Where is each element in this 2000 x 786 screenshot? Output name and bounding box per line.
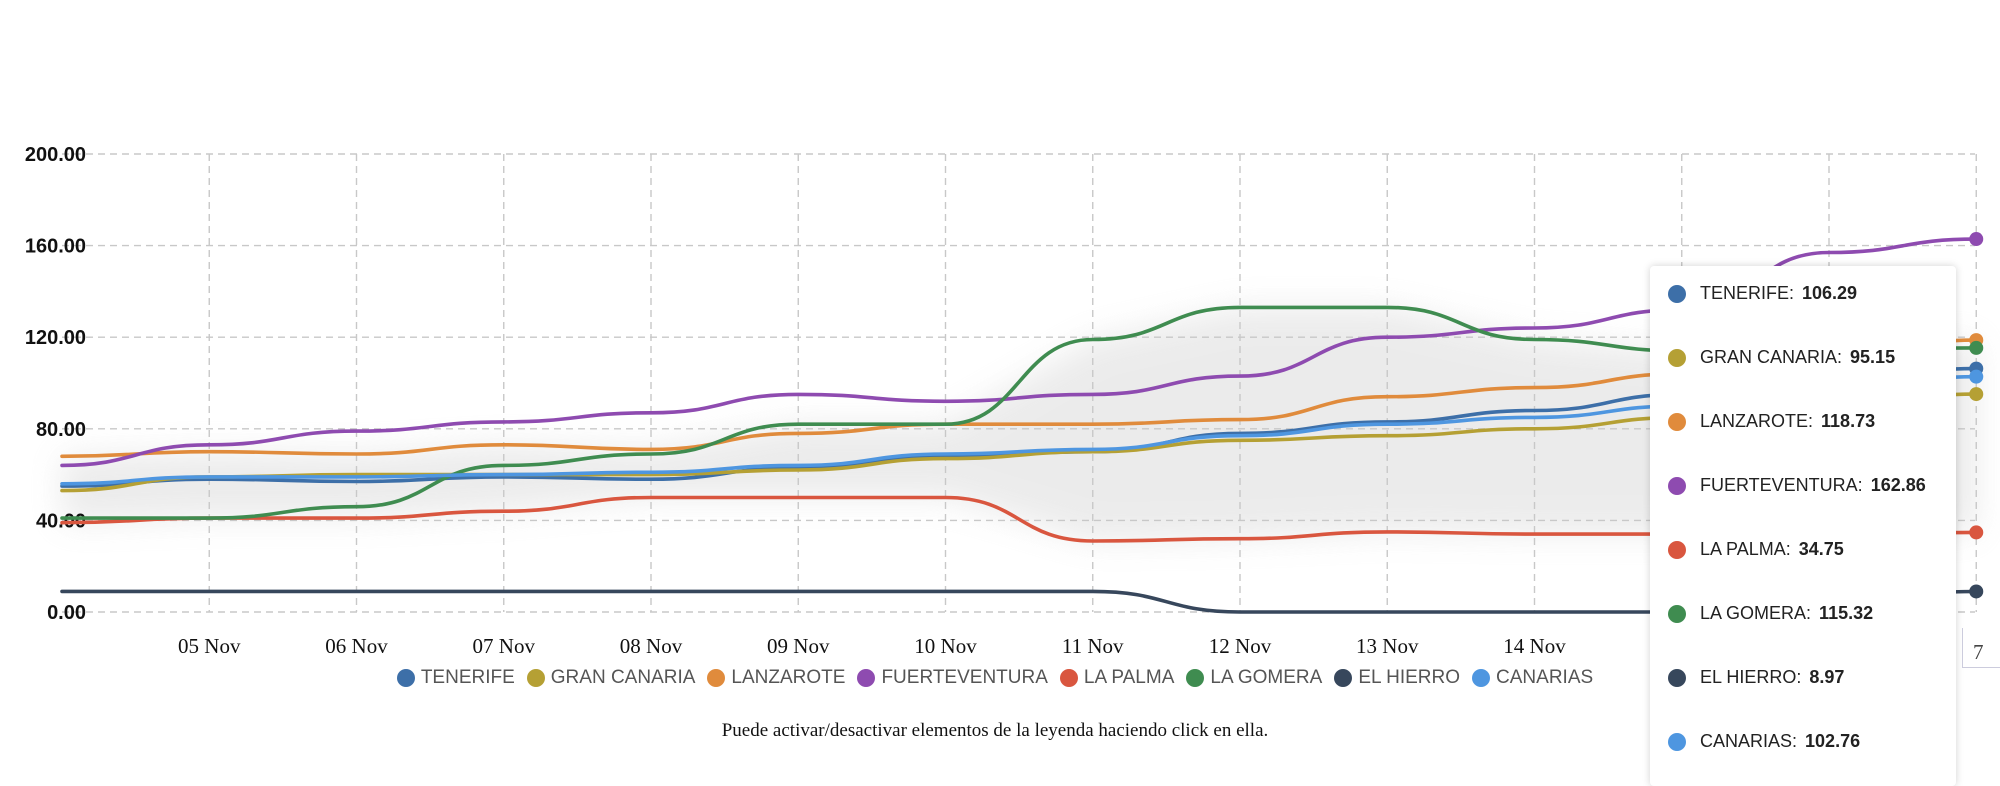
tooltip-swatch xyxy=(1668,412,1686,431)
tooltip-swatch xyxy=(1668,476,1686,495)
tooltip-value: 34.75 xyxy=(1798,539,1844,559)
tooltip-series-name: FUERTEVENTURA: xyxy=(1700,475,1863,495)
tooltip-swatch xyxy=(1668,604,1686,623)
y-tick-label: 80.00 xyxy=(36,419,86,441)
tooltip-value: 8.97 xyxy=(1809,667,1845,687)
tooltip-row: LA PALMA: 34.75 xyxy=(1668,539,1844,560)
legend-item-canarias[interactable]: CANARIAS xyxy=(1472,667,1593,689)
legend-label: LA GOMERA xyxy=(1210,667,1323,688)
tooltip-row: TENERIFE: 106.29 xyxy=(1668,283,1857,304)
tooltip-swatch xyxy=(1668,668,1686,687)
tooltip-value: 95.15 xyxy=(1850,347,1896,367)
y-tick-label: 0.00 xyxy=(47,602,86,624)
tooltip-swatch xyxy=(1668,348,1686,367)
tooltip-series-name: LA GOMERA: xyxy=(1700,603,1812,623)
x-tick-label: 07 Nov xyxy=(473,634,536,658)
x-tick-label: 05 Nov xyxy=(178,634,241,658)
series-marker-la-palma xyxy=(1969,525,1984,540)
legend-hint-caption: Puede activar/desactivar elementos de la… xyxy=(721,720,1269,741)
legend-label: LANZAROTE xyxy=(731,667,846,688)
legend-swatch xyxy=(857,669,876,687)
series-line-la-gomera xyxy=(60,305,1979,520)
x-tick-label: 11 Nov xyxy=(1062,634,1124,658)
tooltip-series-name: LANZAROTE: xyxy=(1700,411,1814,431)
chart-legend: TENERIFE GRAN CANARIA LANZAROTE FUERTEVENTU… xyxy=(0,667,1990,692)
tooltip-row: FUERTEVENTURA: 162.86 xyxy=(1668,475,1926,496)
x-tick-label: 09 Nov xyxy=(767,634,830,658)
legend-item-la-gomera[interactable]: LA GOMERA xyxy=(1186,667,1322,689)
legend-item-el-hierro[interactable]: EL HIERRO xyxy=(1334,667,1460,689)
tooltip-series-name: GRAN CANARIA: xyxy=(1700,347,1843,367)
x-tick-label: 08 Nov xyxy=(620,634,683,658)
tooltip-value: 106.29 xyxy=(1802,283,1858,303)
tooltip-value: 118.73 xyxy=(1821,411,1876,431)
series-marker-canarias xyxy=(1969,369,1984,384)
tooltip-series-name: EL HIERRO: xyxy=(1700,667,1802,687)
x-tick-label: 13 Nov xyxy=(1356,634,1419,658)
tooltip-series-name: CANARIAS: xyxy=(1700,731,1798,751)
legend-label: EL HIERRO xyxy=(1358,667,1461,688)
legend-swatch xyxy=(1334,669,1353,687)
x-tick-label: 14 Nov xyxy=(1503,634,1566,658)
x-tick-label: 12 Nov xyxy=(1209,634,1272,658)
series-end-markers xyxy=(1969,232,1984,599)
tooltip-swatch xyxy=(1668,540,1686,559)
tooltip-swatch xyxy=(1668,732,1686,751)
tooltip-series-name: TENERIFE: xyxy=(1700,283,1795,303)
tooltip-value: 102.76 xyxy=(1805,731,1861,751)
legend-item-fuerteventura[interactable]: FUERTEVENTURA xyxy=(857,667,1048,689)
legend-item-tenerife[interactable]: TENERIFE xyxy=(396,667,515,689)
legend-label: LA PALMA xyxy=(1083,667,1175,688)
legend-item-lanzarote[interactable]: LANZAROTE xyxy=(707,667,845,689)
legend-item-gran-canaria[interactable]: GRAN CANARIA xyxy=(526,667,696,689)
tooltip-row: LANZAROTE: 118.73 xyxy=(1668,411,1875,432)
y-tick-label: 200.00 xyxy=(25,144,86,166)
data-tooltip: TENERIFE: 106.29 GRAN CANARIA: 95.15 LANZARO… xyxy=(1650,266,1956,786)
legend-label: GRAN CANARIA xyxy=(550,667,696,688)
x-tick-label: 10 Nov xyxy=(914,634,977,658)
legend-item-la-palma[interactable]: LA PALMA xyxy=(1059,667,1175,689)
y-tick-label: 160.00 xyxy=(25,236,86,258)
x-axis-edge-label: 7 Nov xyxy=(1962,628,2000,668)
series-marker-el-hierro xyxy=(1969,584,1984,599)
tooltip-swatch xyxy=(1668,284,1686,303)
tooltip-row: EL HIERRO: 8.97 xyxy=(1668,667,1844,688)
tooltip-row: LA GOMERA: 115.32 xyxy=(1668,603,1873,624)
x-axis: 05 Nov 06 Nov 07 Nov 08 Nov 09 Nov 10 Nov 11 N… xyxy=(178,634,1861,658)
legend-swatch xyxy=(396,669,415,687)
tooltip-series-name: LA PALMA: xyxy=(1700,539,1791,559)
legend-swatch xyxy=(1059,669,1078,687)
y-tick-label: 120.00 xyxy=(25,327,86,349)
legend-swatch xyxy=(707,669,726,687)
tooltip-row: GRAN CANARIA: 95.15 xyxy=(1668,347,1895,368)
series-marker-gran-canaria xyxy=(1969,387,1984,402)
x-tick-label: 06 Nov xyxy=(325,634,388,658)
legend-label: FUERTEVENTURA xyxy=(881,667,1048,688)
tooltip-value: 115.32 xyxy=(1819,603,1874,623)
series-marker-fuerteventura xyxy=(1969,232,1984,247)
legend-label: CANARIAS xyxy=(1496,667,1594,688)
tooltip-row: CANARIAS: 102.76 xyxy=(1668,731,1860,752)
legend-swatch xyxy=(526,669,545,687)
tooltip-value: 162.86 xyxy=(1870,475,1926,495)
legend-swatch xyxy=(1472,669,1491,687)
legend-swatch xyxy=(1186,669,1205,687)
series-marker-la-gomera xyxy=(1969,340,1984,355)
legend-label: TENERIFE xyxy=(420,667,515,688)
